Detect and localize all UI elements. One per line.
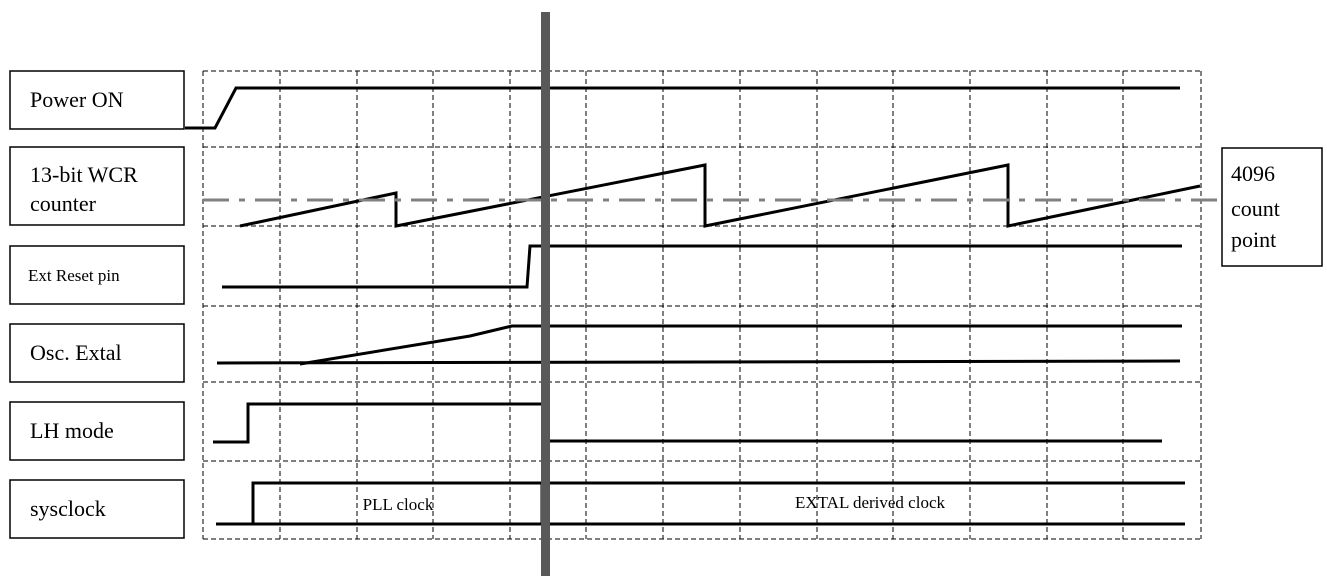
- power-on-waveform: [185, 86, 1180, 130]
- signal-label-text: LH mode: [30, 418, 114, 443]
- signal-label-lh-mode: LH mode: [9, 401, 185, 461]
- signal-label-osc-extal: Osc. Extal: [9, 323, 185, 383]
- signal-label-power-on: Power ON: [9, 70, 185, 130]
- switchover-marker: [541, 12, 550, 576]
- threshold-note-text: point: [1231, 227, 1276, 252]
- timing-grid: [202, 70, 1202, 540]
- signal-label-text: Ext Reset pin: [28, 266, 120, 285]
- signal-label-text: counter: [30, 191, 97, 216]
- wcr-counter-waveform: [239, 163, 1201, 228]
- threshold-note: 4096 count point: [1221, 147, 1323, 267]
- threshold-note-text: 4096: [1231, 161, 1275, 186]
- signal-label-sysclock: sysclock: [9, 479, 185, 539]
- signal-label-text: Power ON: [30, 87, 124, 112]
- lh-mode-waveform: [213, 402, 1162, 444]
- osc-extal-waveform: [299, 324, 1182, 366]
- threshold-note-text: count: [1231, 196, 1280, 221]
- signal-label-text: Osc. Extal: [30, 340, 122, 365]
- pll-clock-label: PLL clock: [363, 495, 434, 514]
- ext-reset-waveform: [222, 244, 1182, 289]
- extal-clock-label: EXTAL derived clock: [795, 493, 946, 512]
- signal-label-ext-reset: Ext Reset pin: [9, 245, 185, 305]
- osc-extal-baseline: [216, 359, 1181, 365]
- signal-label-wcr-counter: 13-bit WCR counter: [9, 146, 185, 226]
- sysclock-waveform: [251, 481, 1185, 524]
- signal-label-text: 13-bit WCR: [30, 162, 138, 187]
- signal-label-text: sysclock: [30, 496, 106, 521]
